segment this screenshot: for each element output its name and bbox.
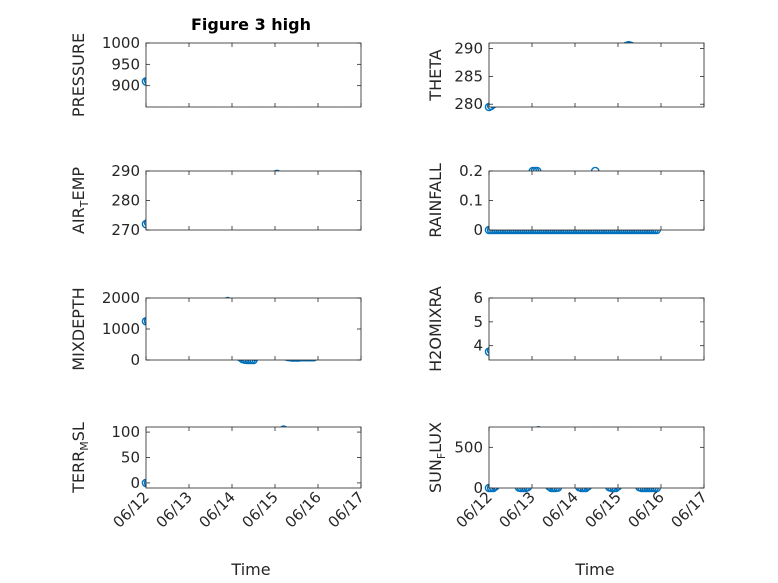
y-tick-label: 4 [473,337,483,355]
y-axis-label-6: H2OMIXRA [426,286,445,372]
y-tick-label: 270 [111,221,140,239]
x-tick-label: 06/15 [582,488,625,531]
x-tick-label: 06/15 [239,488,282,531]
y-tick-label: 900 [111,77,140,95]
y-tick-label: 5 [473,313,483,331]
y-axis-label-3: AIRTEMP [69,167,91,234]
x-tick-label: 06/14 [196,488,239,531]
y-tick-label: 290 [454,40,483,58]
x-tick-label: 06/14 [539,488,582,531]
y-axis-label-7: TERRMSL [69,422,91,494]
figure-title: Figure 3 high [191,15,311,34]
y-tick-label: 100 [111,423,140,441]
y-axis-label-4: RAINFALL [426,163,445,238]
y-tick-label: 280 [111,192,140,210]
x-axis-label-right: Time [574,560,614,579]
y-tick-label: 1000 [102,34,140,52]
y-tick-label: 280 [454,95,483,113]
x-tick-label: 06/17 [668,488,711,531]
y-tick-label: 0 [473,221,483,239]
subplot-4: 0 0.1 0.2 RAINFALL [426,162,705,239]
y-axis-label-2: THETA [426,49,445,101]
x-tick-label: 06/16 [282,488,325,531]
subplot-7: 0 50 100 06/12 06/13 06/14 06/15 06/16 06/17 TERR… [69,422,368,531]
y-tick-label: 0 [130,474,140,492]
subplot-3: 270 280 290 AIRTEMP [69,162,362,239]
y-axis-label-1: PRESSURE [69,33,88,117]
y-tick-label: 950 [111,55,140,73]
x-tick-label: 06/17 [325,488,368,531]
y-axis-label-8: SUNFLUX [426,422,448,493]
x-tick-label: 06/13 [153,488,196,531]
y-tick-label: 2000 [102,289,140,307]
y-tick-label: 0.2 [459,162,483,180]
y-tick-label: 6 [473,289,483,307]
x-axis-label-left: Time [230,560,270,579]
y-tick-label: 1000 [102,320,140,338]
subplot-5: 0 1000 2000 MIXDEPTH [69,287,362,371]
subplot-2: 280 285 290 THETA [426,40,705,113]
y-tick-label: 0 [130,351,140,369]
x-tick-label: 06/16 [625,488,668,531]
y-tick-label: 285 [454,67,483,85]
y-tick-label: 290 [111,162,140,180]
y-tick-label: 50 [121,449,140,467]
x-tick-label: 06/13 [496,488,539,531]
subplot-1: 900 950 1000 PRESSURE [69,33,362,117]
y-tick-label: 0 [473,479,483,497]
x-tick-label: 06/12 [110,488,153,531]
y-tick-label: 0.1 [459,192,483,210]
y-axis-label-5: MIXDEPTH [69,287,88,370]
subplot-6: 4 5 6 H2OMIXRA [426,286,705,372]
y-tick-label: 500 [454,438,483,456]
